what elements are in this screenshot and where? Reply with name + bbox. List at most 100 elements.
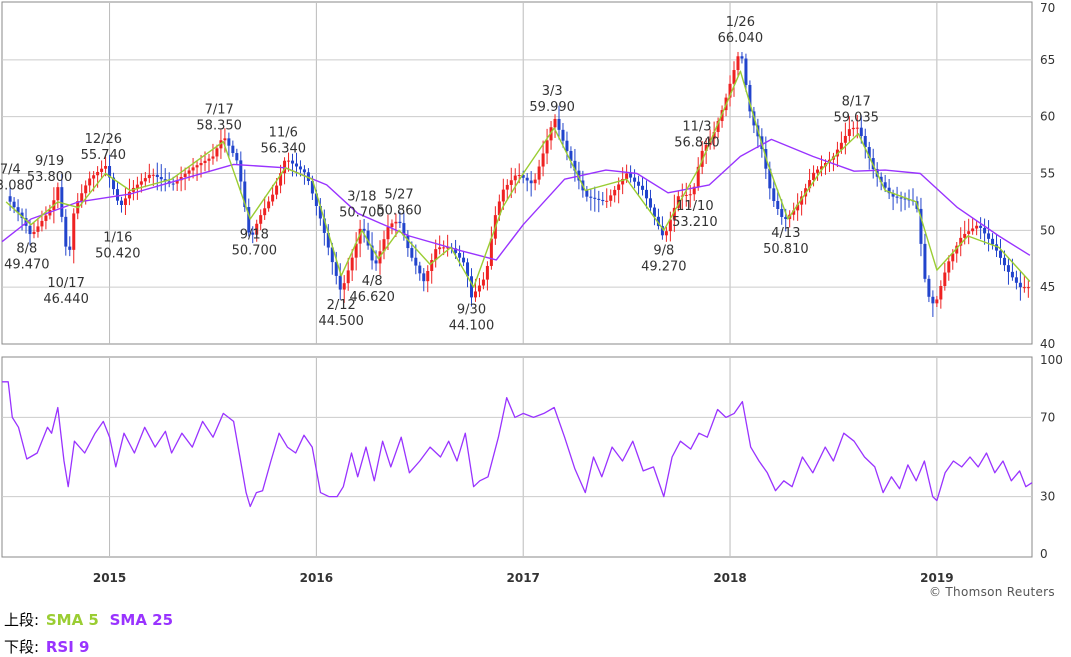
candle-body — [800, 196, 804, 205]
candle-body — [808, 180, 812, 189]
candle-body — [159, 176, 163, 180]
candle-body — [979, 225, 983, 228]
credit-text: © Thomson Reuters — [929, 585, 1055, 599]
candle-body — [100, 168, 104, 172]
candle-body — [16, 207, 20, 213]
candle-body — [593, 197, 597, 199]
candle-body — [847, 129, 851, 136]
annotation-date: 12/26 — [85, 132, 122, 147]
candle-body — [943, 272, 947, 287]
candle-body — [239, 160, 243, 182]
candle-body — [951, 253, 955, 262]
candle-body — [147, 174, 151, 179]
annotation-value: 59.990 — [529, 100, 575, 115]
candle-body — [692, 186, 696, 195]
candle-body — [135, 184, 139, 188]
candle-body — [88, 178, 92, 186]
candle-body — [927, 278, 931, 297]
annotation-date: 9/19 — [35, 154, 64, 169]
price-tick-label: 50 — [1040, 223, 1055, 237]
candle-body — [971, 228, 975, 232]
candle-body — [573, 160, 577, 171]
candle-body — [183, 173, 187, 177]
candle-body — [20, 212, 24, 219]
annotation-value: 59.035 — [833, 111, 879, 126]
candle-body — [995, 244, 999, 251]
candle-body — [418, 265, 422, 274]
candle-body — [28, 225, 32, 235]
candle-body — [736, 56, 740, 71]
candle-body — [784, 216, 788, 220]
annotation-value: 55.740 — [81, 148, 127, 163]
candle-body — [350, 257, 354, 271]
candle-body — [867, 147, 871, 159]
price-tick-label: 65 — [1040, 53, 1055, 67]
candle-body — [12, 201, 16, 208]
legend-lower-prefix: 下段: — [4, 638, 40, 656]
candle-body — [664, 231, 668, 236]
candle-body — [851, 127, 855, 130]
candle-body — [112, 177, 116, 190]
candle-body — [903, 198, 907, 200]
candle-body — [744, 58, 748, 85]
candle-body — [462, 257, 466, 263]
candle-body — [609, 195, 613, 201]
candle-body — [497, 201, 501, 216]
candle-body — [1010, 271, 1014, 278]
candle-body — [251, 232, 255, 235]
annotation-value: 50.700 — [232, 243, 278, 258]
candle-body — [267, 201, 271, 209]
candle-body — [501, 189, 505, 202]
candle-body — [748, 84, 752, 112]
candle-body — [402, 223, 406, 236]
candle-body — [283, 160, 287, 174]
candle-body — [776, 201, 780, 209]
candle-body — [40, 220, 44, 227]
candle-body — [294, 163, 298, 167]
candle-body — [458, 253, 462, 258]
candle-body — [716, 121, 720, 132]
candle-body — [565, 140, 569, 151]
candle-body — [223, 138, 227, 141]
candle-body — [481, 279, 485, 286]
candle-body — [792, 210, 796, 215]
annotation-value: 50.810 — [763, 242, 809, 257]
candle-body — [36, 226, 40, 232]
candle-body — [72, 213, 76, 250]
candle-body — [382, 239, 386, 252]
candle-body — [175, 180, 179, 184]
annotation-date: 11/3 — [682, 120, 711, 135]
candle-body — [780, 208, 784, 217]
candle-body — [676, 196, 680, 208]
candle-body — [406, 235, 410, 249]
candle-body — [923, 243, 927, 279]
x-tick-label: 2015 — [93, 571, 126, 585]
candle-body — [310, 180, 314, 194]
candle-body — [386, 227, 390, 240]
candle-body — [959, 237, 963, 246]
candle-body — [199, 163, 203, 166]
candle-body — [442, 247, 446, 249]
candle-body — [203, 160, 207, 164]
candle-body — [473, 291, 477, 298]
candle-body — [104, 166, 108, 169]
candle-body — [648, 198, 652, 208]
candle-body — [1014, 277, 1018, 283]
price-tick-label: 40 — [1040, 337, 1055, 351]
candle-body — [60, 187, 64, 217]
candle-body — [370, 245, 374, 261]
sma5-line — [5, 70, 1031, 288]
candle-body — [1026, 287, 1030, 289]
candle-body — [422, 273, 426, 282]
annotation-value: 53.800 — [27, 170, 73, 185]
candle-body — [116, 189, 120, 201]
candle-body — [983, 227, 987, 234]
candle-body — [155, 174, 159, 177]
legend-sma25: SMA 25 — [109, 611, 174, 629]
annotation-value: 66.040 — [718, 31, 764, 46]
candle-body — [891, 193, 895, 197]
candle-body — [541, 153, 545, 167]
candle-body — [346, 270, 350, 284]
